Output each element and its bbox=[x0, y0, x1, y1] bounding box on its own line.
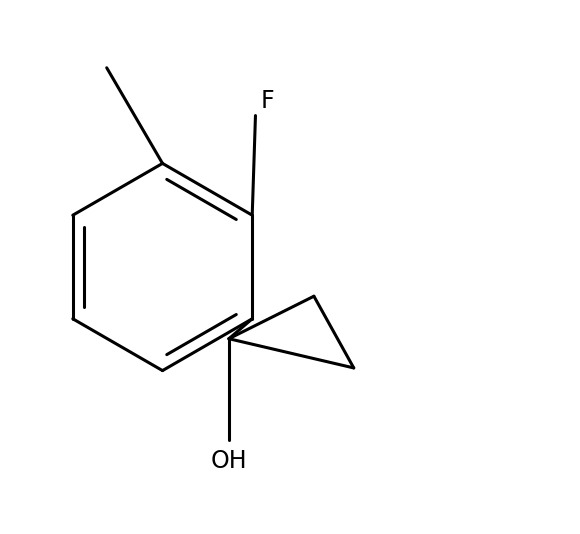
Text: OH: OH bbox=[211, 449, 247, 473]
Text: F: F bbox=[261, 89, 274, 113]
